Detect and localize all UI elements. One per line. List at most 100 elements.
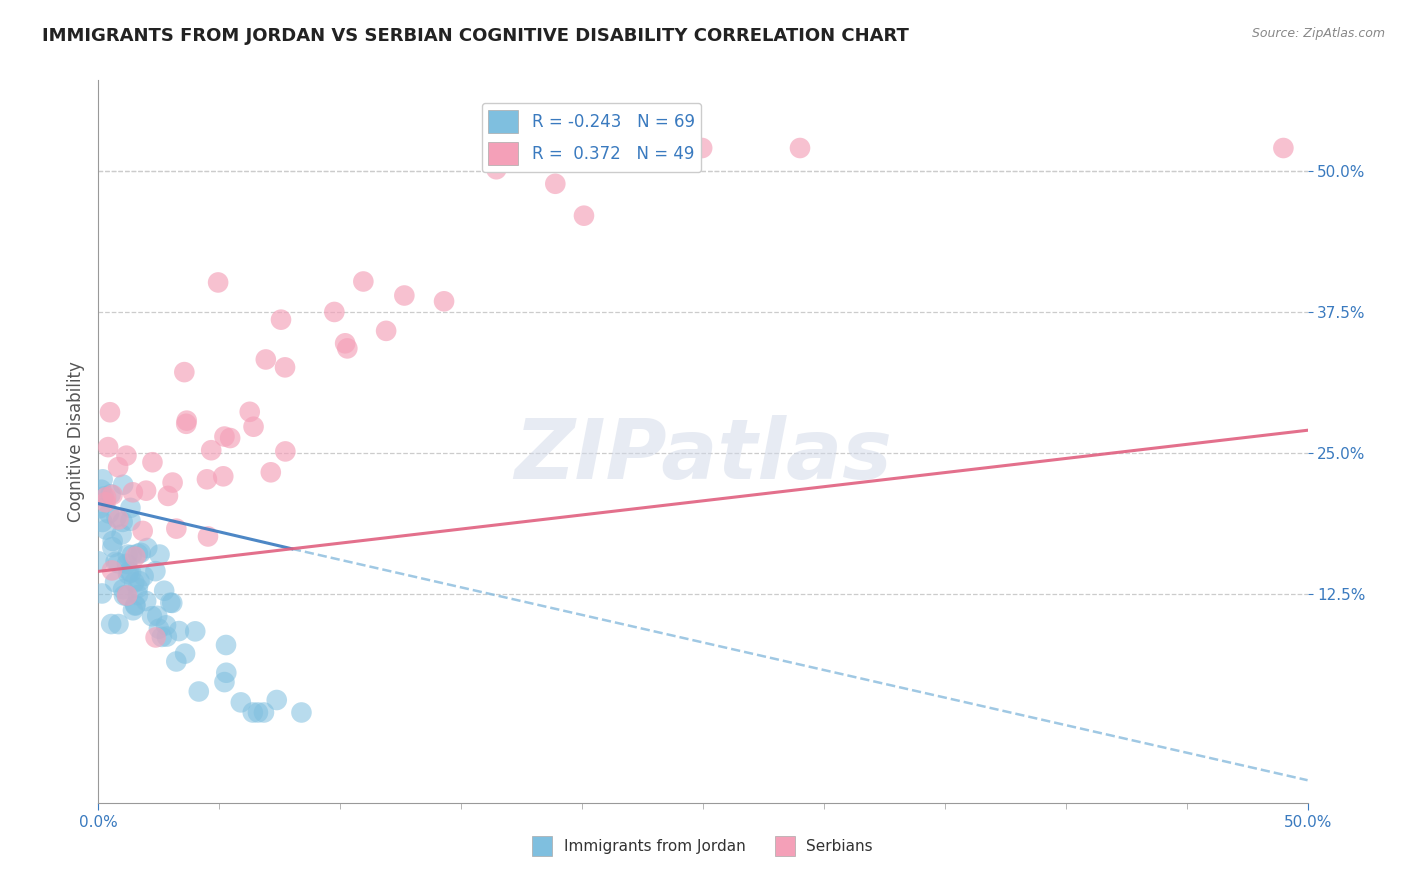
Point (485, 162, 508, 177)
Point (156, 489, 179, 503)
Point (94, 495, 117, 509)
Point (159, 596, 181, 610)
Point (128, 574, 150, 589)
Point (145, 564, 167, 578)
Point (115, 557, 138, 571)
Point (162, 596, 184, 610)
Point (165, 655, 187, 669)
Point (690, 141, 713, 155)
Point (150, 630, 173, 644)
Y-axis label: Cognitive Disability: Cognitive Disability (66, 361, 84, 522)
Point (165, 522, 187, 536)
Point (117, 566, 139, 581)
Point (254, 352, 277, 367)
Point (112, 477, 135, 491)
Point (127, 581, 149, 595)
Point (118, 564, 141, 578)
Point (107, 556, 129, 570)
Point (94, 523, 117, 537)
Point (112, 582, 135, 597)
Point (197, 529, 219, 543)
Point (105, 510, 128, 524)
Point (214, 675, 236, 690)
Point (135, 483, 157, 498)
Point (110, 527, 132, 541)
Point (246, 706, 269, 720)
Point (131, 524, 153, 538)
Point (135, 594, 157, 608)
Point (127, 588, 149, 602)
Point (207, 276, 229, 290)
Point (352, 275, 374, 289)
Point (101, 563, 124, 577)
Point (98, 507, 121, 521)
Point (215, 638, 238, 652)
Point (101, 488, 124, 502)
Point (167, 624, 190, 638)
Point (91, 472, 114, 486)
Point (229, 695, 252, 709)
Point (242, 419, 264, 434)
Point (94, 490, 117, 504)
Point (136, 541, 159, 555)
Point (266, 693, 288, 707)
Point (187, 684, 209, 698)
Point (97, 440, 120, 454)
Point (253, 706, 276, 720)
Point (212, 469, 235, 483)
Point (124, 598, 146, 612)
Point (336, 342, 359, 356)
Point (572, 209, 595, 223)
Point (146, 608, 169, 623)
Point (115, 589, 138, 603)
Point (184, 624, 207, 639)
Point (156, 630, 179, 644)
Point (274, 360, 297, 375)
Point (274, 444, 297, 458)
Point (101, 533, 124, 548)
Point (219, 431, 242, 445)
Point (174, 417, 197, 431)
Point (115, 449, 138, 463)
Point (121, 485, 143, 500)
Point (173, 365, 195, 379)
Point (239, 405, 262, 419)
Point (120, 514, 142, 528)
Point (89, 501, 111, 516)
Point (93, 490, 115, 504)
Point (789, 141, 811, 155)
Point (107, 617, 129, 632)
Point (124, 575, 146, 590)
Point (148, 622, 170, 636)
Point (121, 548, 143, 562)
Point (333, 336, 356, 351)
Point (141, 455, 163, 469)
Point (132, 569, 155, 583)
Point (112, 589, 135, 603)
Point (107, 460, 129, 475)
Point (141, 609, 163, 624)
Point (145, 631, 167, 645)
Point (162, 475, 184, 490)
Point (90, 483, 112, 497)
Point (120, 566, 142, 580)
Point (155, 618, 177, 632)
Point (176, 414, 198, 428)
Point (120, 500, 142, 515)
Legend: Immigrants from Jordan, Serbians: Immigrants from Jordan, Serbians (527, 833, 879, 860)
Point (104, 575, 127, 590)
Text: ZIPatlas: ZIPatlas (515, 416, 891, 497)
Point (87, 554, 110, 568)
Point (115, 589, 138, 603)
Point (242, 706, 264, 720)
Point (323, 305, 346, 319)
Point (215, 665, 238, 680)
Point (260, 465, 283, 479)
Point (100, 617, 122, 632)
Point (100, 487, 122, 501)
Point (127, 547, 149, 561)
Point (91, 515, 114, 529)
Point (433, 294, 456, 309)
Point (148, 548, 170, 562)
Point (290, 706, 312, 720)
